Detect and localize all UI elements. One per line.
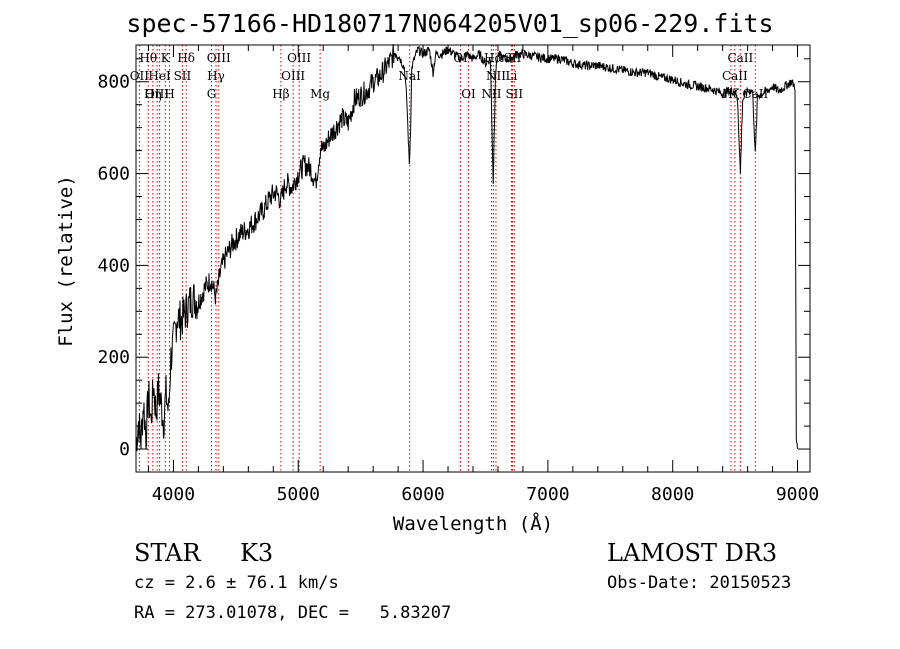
coordinates: RA = 273.01078, DEC = 5.83207 bbox=[134, 603, 452, 623]
line-label: OI bbox=[461, 87, 476, 101]
line-label: NII bbox=[486, 69, 506, 83]
x-tick-label: 6000 bbox=[401, 484, 444, 505]
axes-group: 4000 5000 6000 7000 8000 9000 0 200 400 600 800 bbox=[97, 45, 819, 505]
line-label: HeI bbox=[148, 69, 171, 83]
line-label: Hδ bbox=[177, 51, 195, 65]
line-label: OIII bbox=[207, 51, 231, 65]
x-tick-label: 7000 bbox=[526, 484, 569, 505]
line-label: CaII bbox=[727, 51, 753, 65]
line-label: CaII bbox=[722, 69, 748, 83]
spectrum-line bbox=[135, 44, 798, 452]
line-label: Hη bbox=[144, 87, 162, 101]
y-tick-label: 600 bbox=[97, 164, 130, 185]
object-class: STAR bbox=[134, 539, 201, 567]
y-axis-label: Flux (relative) bbox=[55, 175, 77, 347]
survey-name: LAMOST DR3 bbox=[607, 539, 778, 567]
obs-date: Obs-Date: 20150523 bbox=[607, 573, 792, 593]
line-label: OII bbox=[130, 69, 150, 83]
line-label: OIII bbox=[145, 87, 169, 101]
line-label: Hβ bbox=[272, 87, 289, 101]
redshift-cz: cz = 2.6 ± 76.1 km/s bbox=[134, 573, 339, 593]
line-label: Hθ bbox=[139, 51, 157, 65]
line-label: CaII bbox=[742, 87, 768, 101]
line-label: OI bbox=[453, 51, 468, 65]
line-label: Li bbox=[506, 69, 518, 83]
line-label: G bbox=[207, 87, 217, 101]
line-label: NaI bbox=[399, 69, 422, 83]
x-tick-label: 5000 bbox=[277, 484, 320, 505]
x-tick-label: 8000 bbox=[651, 484, 694, 505]
y-tick-label: 0 bbox=[119, 439, 130, 460]
line-label: SII bbox=[174, 69, 192, 83]
line-marker-group bbox=[138, 45, 756, 472]
line-label: K bbox=[161, 51, 171, 65]
line-label: Hα bbox=[484, 51, 503, 65]
line-label: H bbox=[164, 87, 174, 101]
line-label: OIII bbox=[287, 51, 311, 65]
line-label: Hγ bbox=[207, 69, 225, 83]
line-label: OIII bbox=[281, 69, 305, 83]
spectrum-group bbox=[135, 44, 798, 452]
object-subclass: K3 bbox=[240, 539, 274, 567]
y-tick-label: 400 bbox=[97, 255, 130, 276]
x-tick-label: 9000 bbox=[776, 484, 819, 505]
line-label: Mg bbox=[310, 87, 330, 101]
chart-title: spec-57166-HD180717N064205V01_sp06-229.f… bbox=[126, 9, 774, 38]
plot-frame bbox=[135, 44, 811, 473]
line-label: NII bbox=[481, 87, 501, 101]
y-tick-label: 200 bbox=[97, 347, 130, 368]
x-axis-label: Wavelength (Å) bbox=[393, 512, 553, 535]
y-tick-label: 800 bbox=[97, 72, 130, 93]
line-label: Hζ bbox=[723, 87, 740, 101]
line-label: SII bbox=[504, 51, 522, 65]
line-label: SII bbox=[505, 87, 523, 101]
x-tick-label: 4000 bbox=[152, 484, 195, 505]
